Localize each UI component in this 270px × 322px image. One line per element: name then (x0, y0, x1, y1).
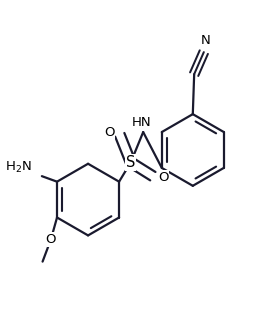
Text: O: O (104, 126, 115, 139)
Text: O: O (46, 233, 56, 246)
Text: O: O (158, 171, 168, 184)
Text: N: N (200, 34, 210, 47)
Text: HN: HN (132, 116, 152, 129)
Text: S: S (126, 155, 136, 170)
Text: H$_2$N: H$_2$N (5, 160, 32, 175)
